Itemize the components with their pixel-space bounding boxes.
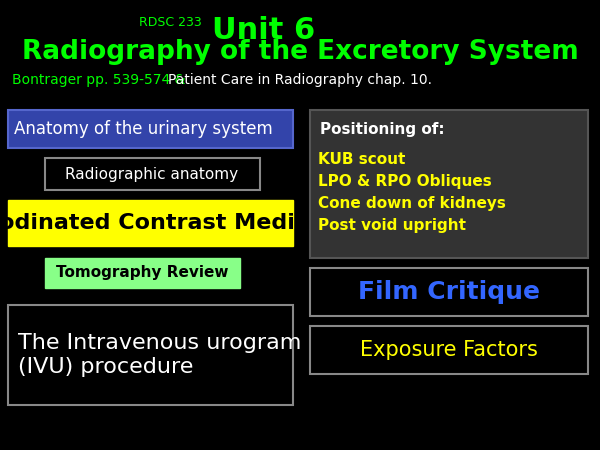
Text: LPO & RPO Obliques: LPO & RPO Obliques bbox=[318, 174, 492, 189]
FancyBboxPatch shape bbox=[310, 268, 588, 316]
Text: Patient Care in Radiography chap. 10.: Patient Care in Radiography chap. 10. bbox=[168, 73, 432, 87]
Text: Positioning of:: Positioning of: bbox=[320, 122, 445, 137]
Text: Anatomy of the urinary system: Anatomy of the urinary system bbox=[14, 120, 273, 138]
Text: RDSC 233: RDSC 233 bbox=[139, 15, 210, 28]
Text: Radiography of the Excretory System: Radiography of the Excretory System bbox=[22, 39, 578, 65]
Text: Iodinated Contrast Media: Iodinated Contrast Media bbox=[0, 213, 310, 233]
FancyBboxPatch shape bbox=[310, 110, 588, 258]
Text: Exposure Factors: Exposure Factors bbox=[360, 340, 538, 360]
FancyBboxPatch shape bbox=[45, 158, 260, 190]
Text: Bontrager pp. 539-574 &: Bontrager pp. 539-574 & bbox=[12, 73, 190, 87]
Text: Cone down of kidneys: Cone down of kidneys bbox=[318, 196, 506, 211]
Text: KUB scout: KUB scout bbox=[318, 152, 406, 167]
FancyBboxPatch shape bbox=[310, 326, 588, 374]
Text: Film Critique: Film Critique bbox=[358, 280, 540, 304]
FancyBboxPatch shape bbox=[45, 258, 240, 288]
Text: Unit 6: Unit 6 bbox=[212, 16, 315, 45]
Text: Tomography Review: Tomography Review bbox=[56, 266, 228, 280]
FancyBboxPatch shape bbox=[8, 200, 293, 246]
Text: Radiographic anatomy: Radiographic anatomy bbox=[65, 166, 239, 181]
FancyBboxPatch shape bbox=[8, 305, 293, 405]
FancyBboxPatch shape bbox=[8, 110, 293, 148]
Text: The Intravenous urogram
(IVU) procedure: The Intravenous urogram (IVU) procedure bbox=[18, 333, 301, 377]
Text: Post void upright: Post void upright bbox=[318, 218, 466, 233]
